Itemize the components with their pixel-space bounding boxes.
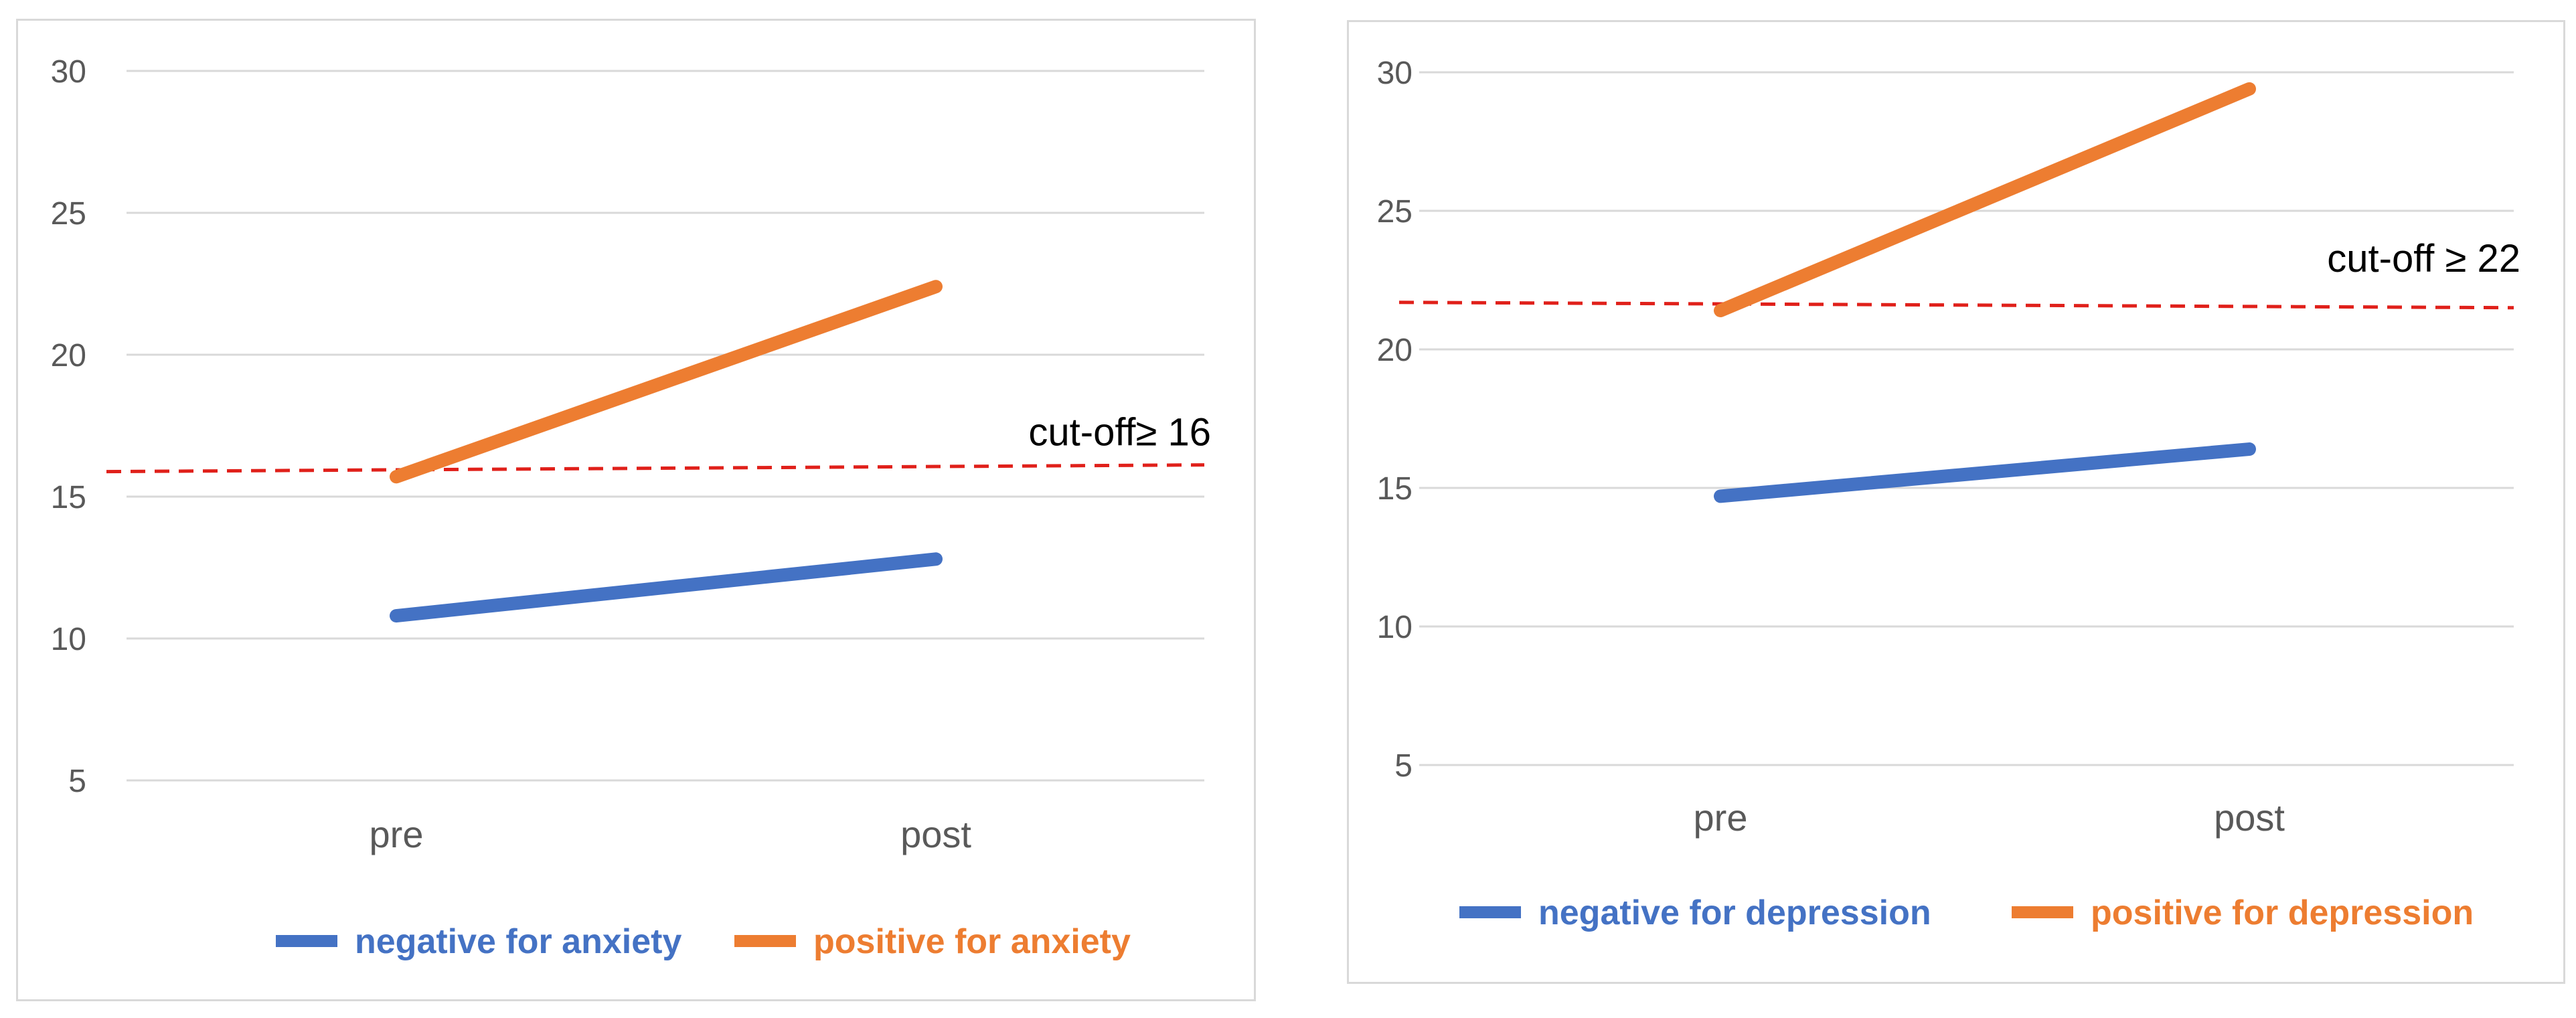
- series-line: [390, 552, 943, 623]
- legend-label: negative for anxiety: [355, 922, 681, 961]
- cutoff-line: [106, 463, 1205, 474]
- legend-label: negative for depression: [1538, 894, 1931, 932]
- x-category-label: pre: [1694, 796, 1748, 839]
- y-tick-label: 25: [1377, 194, 1413, 230]
- y-tick-labels: 5 10 15 20 25 30: [1377, 56, 1413, 784]
- x-category-label: post: [2214, 796, 2285, 839]
- y-tick-label: 5: [1394, 748, 1413, 784]
- y-tick-label: 10: [51, 622, 86, 657]
- series-line: [390, 280, 943, 484]
- legend: negative for anxiety positive for anxiet…: [276, 922, 1131, 961]
- chart-panel-anxiety: 5 10 15 20 25 30 pre post cut-off≥ 16 ne…: [16, 19, 1256, 1001]
- y-tick-label: 5: [68, 764, 86, 799]
- x-category-label: post: [900, 813, 971, 855]
- series-lines: [390, 280, 943, 623]
- y-tick-label: 25: [51, 196, 86, 232]
- gridlines: [127, 70, 1204, 782]
- chart-panel-depression: 5 10 15 20 25 30 pre post cut-off ≥ 22 n…: [1347, 20, 2565, 984]
- series-line: [1714, 82, 2256, 318]
- gridlines: [1419, 71, 2514, 766]
- y-tick-label: 30: [1377, 56, 1413, 91]
- y-tick-label: 15: [51, 480, 86, 515]
- cutoff-line: [1398, 301, 2514, 310]
- y-tick-label: 10: [1377, 610, 1413, 645]
- y-tick-labels: 5 10 15 20 25 30: [51, 54, 86, 799]
- y-tick-label: 20: [1377, 333, 1413, 368]
- legend: negative for depression positive for dep…: [1459, 894, 2474, 932]
- x-category-labels: pre post: [370, 813, 972, 855]
- chart-anxiety: 5 10 15 20 25 30 pre post cut-off≥ 16 ne…: [51, 54, 1211, 961]
- cutoff-label: cut-off≥ 16: [1028, 411, 1211, 454]
- x-category-labels: pre post: [1694, 796, 2285, 839]
- y-tick-label: 20: [51, 338, 86, 373]
- legend-label: positive for depression: [2091, 894, 2474, 932]
- chart-depression: 5 10 15 20 25 30 pre post cut-off ≥ 22 n…: [1377, 56, 2520, 932]
- cutoff-label: cut-off ≥ 22: [2327, 237, 2520, 280]
- series-lines: [1714, 82, 2256, 503]
- series-line: [1714, 442, 2256, 503]
- y-tick-label: 30: [51, 54, 86, 90]
- y-tick-label: 15: [1377, 471, 1413, 507]
- legend-label: positive for anxiety: [813, 922, 1131, 961]
- x-category-label: pre: [370, 813, 424, 855]
